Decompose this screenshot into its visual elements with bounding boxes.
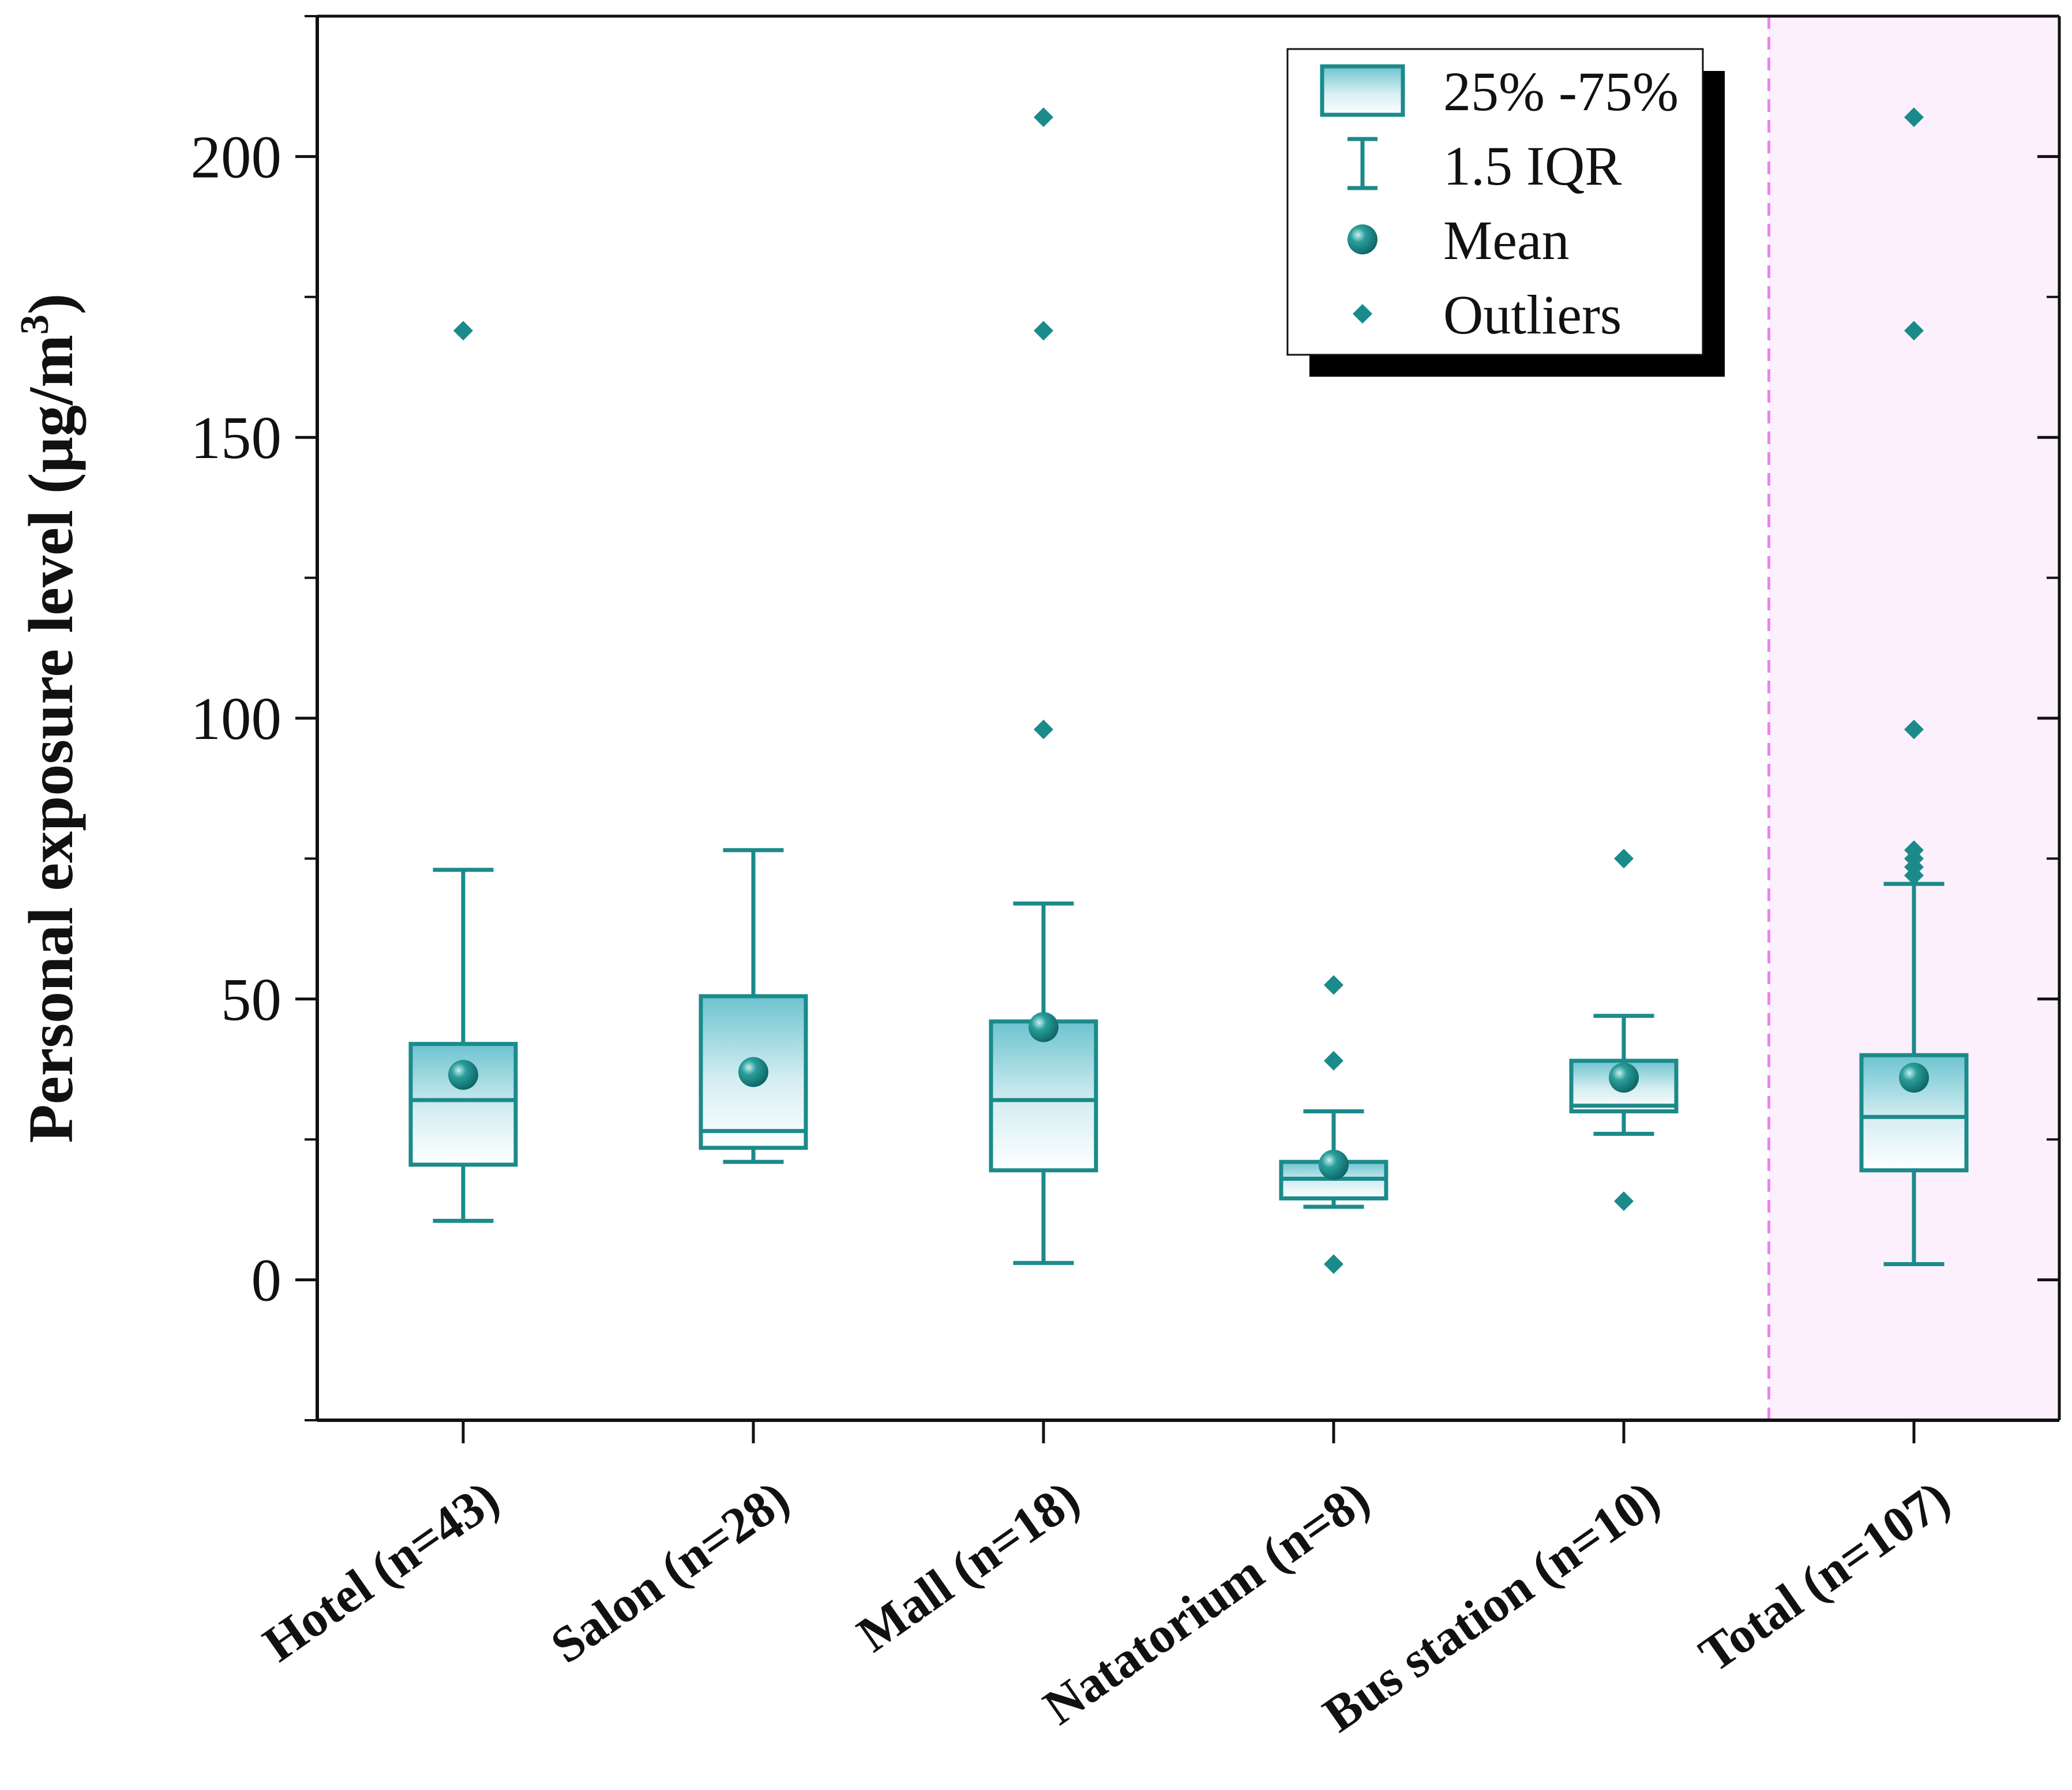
legend-item-outlier: Outliers xyxy=(1353,284,1621,346)
outlier-point xyxy=(1904,719,1924,740)
box-group xyxy=(1569,849,1679,1443)
category-label: Mall (n=18) xyxy=(847,1470,1089,1663)
outlier-point xyxy=(453,321,473,341)
outlier-point xyxy=(1324,1050,1343,1071)
outlier-point xyxy=(1324,1254,1343,1274)
outlier-point xyxy=(1614,849,1634,869)
outlier-point xyxy=(1614,1191,1634,1211)
mean-point xyxy=(738,1057,768,1087)
outlier-point xyxy=(1904,321,1924,341)
y-axis-title: Personal exposure level (μg/m3) xyxy=(13,293,86,1143)
y-tick-label: 150 xyxy=(191,404,282,471)
outlier-point xyxy=(1034,719,1053,740)
box-group xyxy=(408,321,518,1443)
legend-item-box: 25% -75% xyxy=(1320,61,1679,122)
legend-label: Mean xyxy=(1443,209,1570,271)
y-tick-label: 200 xyxy=(191,123,282,190)
legend-outlier-swatch xyxy=(1353,304,1372,324)
category-label: Salon (n=28) xyxy=(541,1470,799,1675)
legend-box-swatch xyxy=(1320,64,1405,117)
box-group xyxy=(989,107,1098,1443)
legend-item-whisker: 1.5 IQR xyxy=(1347,135,1621,197)
iqr-box xyxy=(989,1019,1098,1173)
box-group xyxy=(1859,107,1969,1443)
outlier-point xyxy=(1034,321,1053,341)
box-group xyxy=(1279,975,1388,1443)
legend-label: 1.5 IQR xyxy=(1443,135,1621,197)
outlier-point xyxy=(1324,975,1343,995)
mean-point xyxy=(1029,1012,1058,1042)
mean-point xyxy=(1319,1150,1349,1180)
box-group xyxy=(699,848,808,1443)
outlier-point xyxy=(1034,107,1053,127)
mean-point xyxy=(448,1060,478,1090)
mean-point xyxy=(1899,1063,1929,1093)
legend-label: Outliers xyxy=(1443,284,1621,346)
category-label: Hotel (n=43) xyxy=(253,1470,509,1673)
iqr-box xyxy=(408,1042,518,1167)
y-tick-label: 100 xyxy=(191,685,282,752)
outlier-point xyxy=(1904,107,1924,127)
category-label: Total (n=107) xyxy=(1690,1470,1960,1683)
legend-item-mean: Mean xyxy=(1347,209,1570,271)
mean-point xyxy=(1609,1063,1639,1093)
legend-label: 25% -75% xyxy=(1443,61,1679,122)
outlier-point xyxy=(1904,840,1924,860)
legend-mean-swatch xyxy=(1347,224,1377,254)
y-tick-label: 0 xyxy=(252,1247,282,1314)
y-tick-label: 50 xyxy=(221,966,281,1033)
